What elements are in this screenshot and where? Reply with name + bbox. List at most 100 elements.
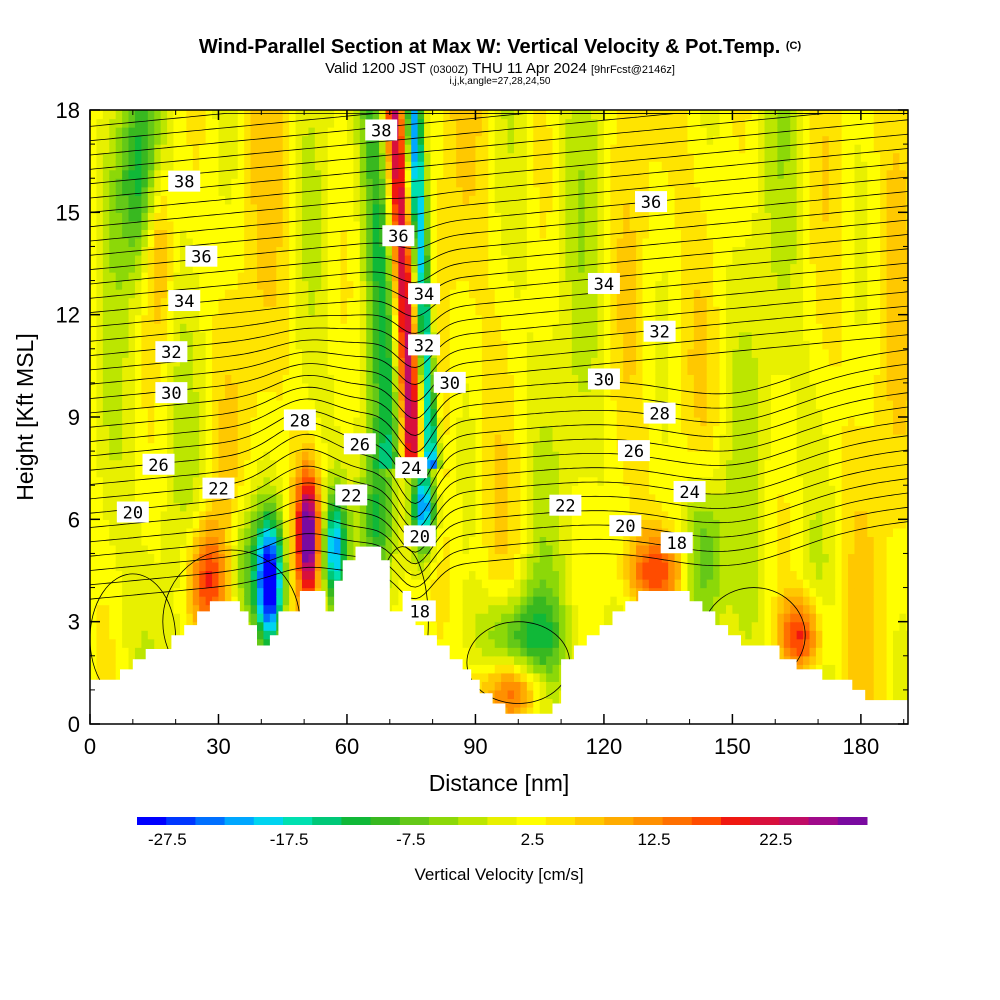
velocity-cell bbox=[263, 118, 271, 128]
velocity-cell bbox=[160, 186, 168, 196]
velocity-cell bbox=[90, 237, 98, 248]
velocity-cell bbox=[212, 348, 220, 358]
velocity-cell bbox=[257, 408, 265, 418]
velocity-cell bbox=[154, 630, 162, 640]
velocity-cell bbox=[218, 408, 226, 418]
velocity-cell bbox=[494, 178, 502, 188]
velocity-cell bbox=[179, 621, 187, 631]
velocity-cell bbox=[147, 323, 155, 333]
velocity-cell bbox=[250, 434, 258, 444]
velocity-cell bbox=[199, 451, 207, 461]
velocity-cell bbox=[334, 561, 342, 572]
velocity-cell bbox=[411, 485, 419, 495]
velocity-cell bbox=[308, 570, 316, 580]
velocity-cell bbox=[224, 459, 232, 469]
velocity-cell bbox=[122, 417, 130, 427]
velocity-cell bbox=[475, 314, 483, 324]
velocity-cell bbox=[430, 127, 438, 137]
velocity-cell bbox=[488, 323, 496, 333]
velocity-cell bbox=[179, 536, 187, 546]
velocity-cell bbox=[308, 178, 316, 188]
velocity-cell bbox=[456, 357, 464, 367]
velocity-cell bbox=[385, 195, 393, 205]
velocity-cell bbox=[488, 229, 496, 239]
velocity-cell bbox=[398, 110, 406, 120]
velocity-cell bbox=[276, 169, 284, 179]
velocity-cell bbox=[199, 263, 207, 273]
velocity-cell bbox=[224, 561, 232, 572]
velocity-cell bbox=[269, 425, 277, 435]
velocity-cell bbox=[469, 459, 477, 469]
velocity-cell bbox=[424, 314, 432, 324]
velocity-cell bbox=[494, 263, 502, 273]
velocity-cell bbox=[359, 144, 367, 154]
velocity-cell bbox=[269, 579, 277, 589]
velocity-cell bbox=[327, 203, 335, 213]
velocity-cell bbox=[263, 442, 271, 452]
velocity-cell bbox=[488, 621, 496, 631]
velocity-cell bbox=[102, 323, 110, 333]
velocity-cell bbox=[424, 254, 432, 265]
velocity-cell bbox=[301, 297, 310, 307]
velocity-cell bbox=[282, 340, 290, 350]
velocity-cell bbox=[366, 357, 374, 367]
velocity-cell bbox=[96, 254, 104, 265]
velocity-cell bbox=[128, 604, 136, 614]
velocity-cell bbox=[334, 468, 342, 478]
velocity-cell bbox=[141, 630, 149, 640]
velocity-cell bbox=[128, 289, 136, 299]
velocity-cell bbox=[501, 451, 509, 461]
velocity-cell bbox=[250, 399, 258, 410]
velocity-cell bbox=[205, 596, 213, 606]
velocity-cell bbox=[526, 110, 534, 120]
velocity-cell bbox=[308, 451, 316, 461]
velocity-cell bbox=[115, 110, 123, 120]
velocity-cell bbox=[398, 527, 406, 537]
velocity-cell bbox=[526, 357, 534, 367]
velocity-cell bbox=[526, 647, 534, 657]
velocity-cell bbox=[411, 519, 419, 529]
velocity-cell bbox=[449, 135, 457, 145]
velocity-cell bbox=[526, 459, 534, 469]
velocity-cell bbox=[443, 579, 451, 589]
velocity-cell bbox=[257, 502, 265, 512]
velocity-cell bbox=[346, 110, 354, 120]
velocity-cell bbox=[501, 672, 509, 682]
velocity-cell bbox=[289, 561, 297, 572]
velocity-cell bbox=[321, 331, 329, 341]
velocity-cell bbox=[102, 127, 110, 137]
velocity-cell bbox=[257, 178, 265, 188]
velocity-cell bbox=[449, 451, 457, 461]
velocity-cell bbox=[224, 468, 232, 478]
velocity-cell bbox=[102, 161, 110, 171]
velocity-cell bbox=[513, 246, 522, 256]
velocity-cell bbox=[334, 374, 342, 384]
velocity-cell bbox=[122, 664, 130, 674]
velocity-cell bbox=[513, 698, 522, 708]
velocity-cell bbox=[96, 340, 104, 350]
velocity-cell bbox=[96, 655, 104, 665]
velocity-cell bbox=[179, 476, 187, 486]
velocity-cell bbox=[488, 425, 496, 435]
velocity-cell bbox=[507, 169, 515, 179]
velocity-cell bbox=[436, 135, 444, 145]
velocity-cell bbox=[244, 186, 252, 196]
velocity-cell bbox=[147, 127, 155, 137]
velocity-cell bbox=[469, 365, 477, 375]
velocity-cell bbox=[186, 476, 194, 486]
velocity-cell bbox=[501, 655, 509, 665]
velocity-cell bbox=[276, 527, 284, 537]
velocity-cell bbox=[96, 442, 104, 452]
velocity-cell bbox=[244, 203, 252, 213]
velocity-cell bbox=[250, 246, 258, 256]
velocity-cell bbox=[353, 519, 361, 529]
velocity-cell bbox=[167, 220, 175, 230]
velocity-cell bbox=[244, 476, 252, 486]
velocity-cell bbox=[520, 604, 528, 614]
velocity-cell bbox=[501, 476, 509, 486]
velocity-cell bbox=[334, 519, 342, 529]
velocity-cell bbox=[115, 306, 123, 316]
velocity-cell bbox=[321, 340, 329, 350]
velocity-cell bbox=[494, 186, 502, 196]
velocity-cell bbox=[372, 485, 380, 495]
